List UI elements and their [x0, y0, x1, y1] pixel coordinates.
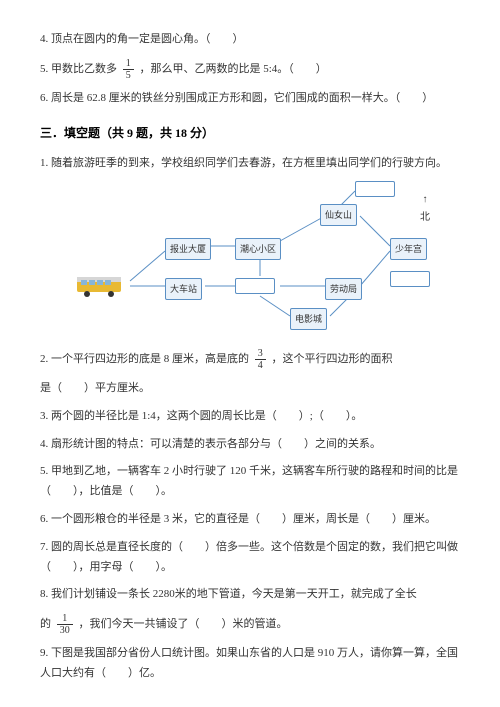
fill-question-1: 1. 随着旅游旺季的到来，学校组织同学们去春游，在方框里填出同学们的行驶方向。 [40, 154, 460, 174]
fraction-numerator: 1 [57, 613, 73, 625]
node-baoyedasha: 报业大厦 [165, 238, 211, 260]
empty-box-1 [355, 181, 395, 197]
node-dachezhan: 大车站 [165, 278, 202, 300]
fill-question-6: 6. 一个圆形粮仓的半径是 3 米，它的直径是（ ）厘米，周长是（ ）厘米。 [40, 510, 460, 530]
fill-question-2: 2. 一个平行四边形的底是 8 厘米，高是底的 3 4 ，这个平行四边形的面积 [40, 348, 460, 371]
question-6: 6. 周长是 62.8 厘米的铁丝分别围成正方形和圆，它们围成的面积一样大。（ … [40, 89, 460, 109]
fill-question-2-cont: 是（ ）平方厘米。 [40, 379, 460, 399]
fill-question-4: 4. 扇形统计图的特点：可以清楚的表示各部分与（ ）之间的关系。 [40, 435, 460, 455]
node-shaoniangong: 少年宫 [390, 238, 427, 260]
node-chaoxinxiaoqu: 潮心小区 [235, 238, 281, 260]
fill-question-8: 8. 我们计划铺设一条长 2280米的地下管道，今天是第一天开工，就完成了全长 [40, 585, 460, 605]
q5-fraction: 1 5 [123, 58, 134, 81]
fill-question-9: 9. 下图是我国部分省份人口统计图。如果山东省的人口是 910 万人，请你算一算… [40, 644, 460, 684]
route-diagram: ↑ 北 仙女山 报业大厦 潮心小区 少年宫 大车站 劳动局 电影城 [70, 186, 430, 336]
north-arrow-icon: ↑ [420, 191, 430, 209]
fill-question-3: 3. 两个圆的半径比是 1:4，这两个圆的周长比是（ ）;（ ）。 [40, 407, 460, 427]
question-4: 4. 顶点在圆内的角一定是圆心角。（ ） [40, 30, 460, 50]
fraction-denominator: 5 [123, 70, 134, 81]
fill-question-7: 7. 圆的周长总是直径长度的（ ）倍多一些。这个倍数是个固定的数，我们把它叫做（… [40, 538, 460, 578]
diagram-lines [70, 186, 430, 336]
q8-fraction: 1 30 [57, 613, 73, 636]
fill-question-8-cont: 的 1 30 ，我们今天一共铺设了（ ）米的管道。 [40, 613, 460, 636]
bus-icon [75, 274, 125, 299]
q2-fraction: 3 4 [255, 348, 266, 371]
q2-text-b: ，这个平行四边形的面积 [272, 353, 393, 365]
q8-text-c: ，我们今天一共铺设了（ ）米的管道。 [79, 618, 288, 630]
fraction-denominator: 4 [255, 360, 266, 371]
section-3-title: 三．填空题（共 9 题，共 18 分） [40, 123, 460, 145]
north-label: 北 [420, 209, 430, 227]
north-indicator: ↑ 北 [420, 191, 430, 227]
node-laodongju: 劳动局 [325, 278, 362, 300]
fraction-numerator: 3 [255, 348, 266, 360]
q5-text-a: 5. 甲数比乙数多 [40, 63, 117, 75]
question-5: 5. 甲数比乙数多 1 5 ，那么甲、乙两数的比是 5:4。（ ） [40, 58, 460, 81]
q5-text-b: ，那么甲、乙两数的比是 5:4。（ ） [140, 63, 327, 75]
node-xianvshan: 仙女山 [320, 204, 357, 226]
fraction-denominator: 30 [57, 625, 73, 636]
empty-box-3 [235, 278, 275, 294]
empty-box-2 [390, 271, 430, 287]
fraction-numerator: 1 [123, 58, 134, 70]
q8-text-b: 的 [40, 618, 51, 630]
fill-question-5: 5. 甲地到乙地，一辆客车 2 小时行驶了 120 千米，这辆客车所行驶的路程和… [40, 462, 460, 502]
node-dianyingcheng: 电影城 [290, 308, 327, 330]
q2-text-a: 2. 一个平行四边形的底是 8 厘米，高是底的 [40, 353, 249, 365]
